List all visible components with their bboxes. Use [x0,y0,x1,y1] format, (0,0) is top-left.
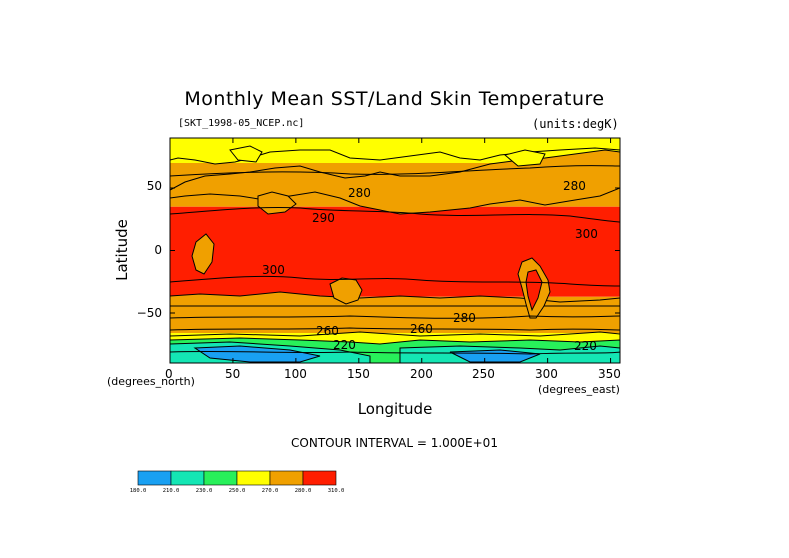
arctic-cold-band [170,138,620,165]
units-label: (units:degK) [532,117,619,131]
y-tick-label: 50 [146,179,162,193]
contour-label: 260 [316,324,339,338]
contour-line [170,350,620,355]
y-tick-label: 0 [154,243,162,257]
colorbar-swatch [203,470,238,486]
hudson-patch [503,149,546,167]
x-tick-label: 300 [535,367,558,381]
x-tick-label: 350 [598,367,621,381]
colorbar-label: 310.0 [328,488,345,494]
contour-label: 220 [333,338,356,352]
contour-label: 260 [410,322,433,336]
colorbar-label: 180.0 [130,488,147,494]
contour-interval-text: CONTOUR INTERVAL = 1.000E+01 [291,436,498,450]
antarctic-blue-west [193,345,321,363]
colorbar-label: 250.0 [229,488,246,494]
colorbar-label: 230.0 [196,488,213,494]
x-tick-label: 250 [472,367,495,381]
contour-label: 300 [575,227,598,241]
y-unit-label: (degrees_east) [538,383,620,396]
x-tick-label: 100 [284,367,307,381]
northern-warm-band [170,149,620,215]
dataset-file-label: [SKT_1998-05_NCEP.nc] [178,118,305,129]
amazon-patch [525,269,543,312]
contour-line [170,275,620,287]
colorbar-label: 270.0 [262,488,279,494]
southern-africa-patch [191,233,215,275]
contour-label: 290 [312,211,335,225]
colorbar-swatch [302,470,337,486]
colorbar-label: 280.0 [295,488,312,494]
contour-label: 300 [262,263,285,277]
colorbar-swatch [269,470,304,486]
y-tick-label: −50 [136,306,162,320]
x-tick-label: 50 [225,367,241,381]
colorbar-swatch [236,470,271,486]
map-title: Monthly Mean SST/Land Skin Temperature [184,88,605,110]
x-axis-title-text: Longitude [357,400,433,418]
contour-line [170,165,620,177]
colorbar-swatch [170,470,205,486]
x-tick-label: 200 [410,367,433,381]
contour-line [170,327,620,331]
colorbar-swatch [137,470,172,486]
contour-label: 280 [453,311,476,325]
greenland-patch [229,145,263,163]
x-tick-label: 0 [165,367,173,381]
contour-line [170,315,620,319]
contour-label: 220 [574,339,597,353]
southern-warm-band [170,291,620,307]
x-unit-label: (degrees_north) [107,375,195,388]
contour-line [170,206,620,223]
australia-landmass [329,277,363,305]
contour-label: 280 [348,186,371,200]
colorbar-label: 210.0 [163,488,180,494]
contour-label: 280 [563,179,586,193]
x-tick-label: 150 [347,367,370,381]
